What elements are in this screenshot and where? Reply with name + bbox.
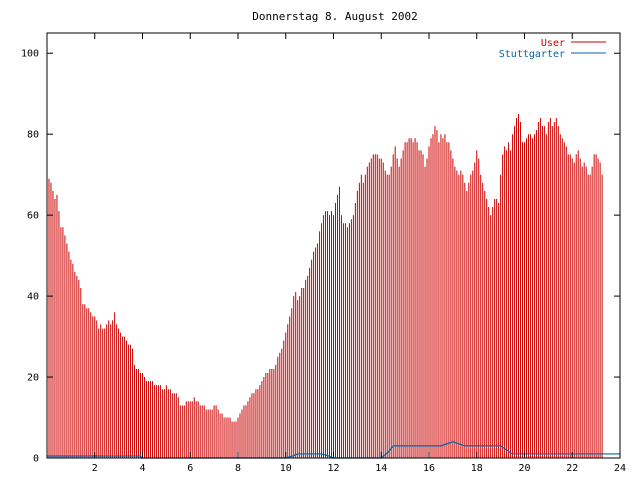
- x-tick-label: 10: [280, 463, 292, 474]
- stuttgarter-line-layer: [47, 441, 620, 459]
- x-tick-label: 14: [375, 463, 387, 474]
- legend-label-user: User: [541, 38, 565, 49]
- legend-label-stuttgarter: Stuttgarter: [499, 49, 565, 60]
- x-tick-label: 12: [327, 463, 339, 474]
- y-tick-label: 40: [27, 292, 39, 303]
- x-tick-label: 4: [139, 463, 145, 474]
- x-tick-label: 22: [566, 463, 578, 474]
- y-tick-label: 100: [21, 49, 39, 60]
- x-tick-label: 6: [187, 463, 193, 474]
- y-tick-label: 0: [33, 454, 39, 465]
- x-tick-label: 8: [235, 463, 241, 474]
- stuttgarter-line: [47, 441, 620, 459]
- x-axis-ticks: 2 4 6 8 10 12 14 16 18 20 22 24: [92, 33, 626, 474]
- x-tick-label: 20: [518, 463, 530, 474]
- y-tick-label: 20: [27, 373, 39, 384]
- x-tick-label: 24: [614, 463, 626, 474]
- x-tick-label: 18: [471, 463, 483, 474]
- legend: User Stuttgarter: [499, 38, 606, 60]
- x-tick-label: 2: [92, 463, 98, 474]
- y-tick-label: 60: [27, 211, 39, 222]
- x-tick-label: 16: [423, 463, 435, 474]
- chart-title: Donnerstag 8. August 2002: [252, 10, 418, 23]
- y-tick-label: 80: [27, 130, 39, 141]
- user-bars: [46, 113, 603, 458]
- y-axis-ticks: 0 20 40 60 80 100: [21, 49, 620, 465]
